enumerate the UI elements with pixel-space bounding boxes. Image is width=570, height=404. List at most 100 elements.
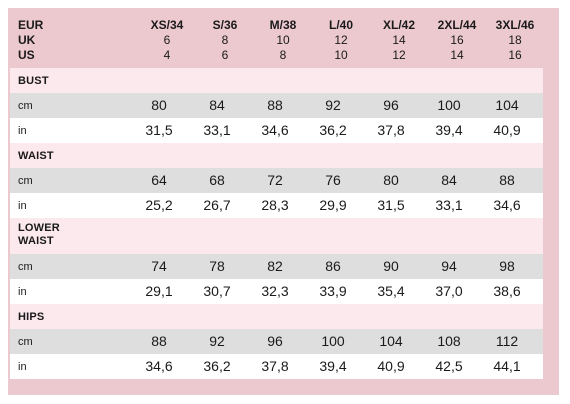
- size-uk: 8: [221, 33, 229, 47]
- cell-value: 82: [267, 258, 283, 274]
- size-column-header: 2XL/44 16 14: [428, 18, 486, 63]
- unit-label: cm: [18, 261, 33, 273]
- cell-value: 39,4: [435, 122, 463, 138]
- cell-value: 38,6: [493, 283, 521, 299]
- cell-value: 34,6: [493, 197, 521, 213]
- cell-value: 25,2: [145, 197, 173, 213]
- cell-value: 94: [441, 258, 457, 274]
- unit-label: in: [18, 361, 27, 373]
- cell-value: 26,7: [203, 197, 231, 213]
- cell-value: 36,2: [319, 122, 347, 138]
- cell-value: 35,4: [377, 283, 405, 299]
- cell-value: 31,5: [377, 197, 405, 213]
- cell-value: 100: [321, 333, 345, 349]
- cell-value: 40,9: [377, 358, 405, 374]
- cell-value: 34,6: [145, 358, 173, 374]
- table-row: in 25,2 26,7 28,3 29,9 31,5 33,1 34,6: [10, 193, 543, 218]
- cell-value: 32,3: [261, 283, 289, 299]
- cell-value: 80: [151, 97, 167, 113]
- cell-value: 30,7: [203, 283, 231, 299]
- cell-value: 29,9: [319, 197, 347, 213]
- section-header-lower-waist: LOWER WAIST: [10, 218, 543, 254]
- size-eur: L/40: [328, 18, 353, 32]
- cell-value: 90: [383, 258, 399, 274]
- unit-label: in: [18, 125, 27, 137]
- size-eur: XS/34: [150, 18, 184, 32]
- size-us: 14: [450, 48, 464, 62]
- table-row: in 34,6 36,2 37,8 39,4 40,9 42,5 44,1: [10, 354, 543, 379]
- cell-value: 88: [499, 172, 515, 188]
- cell-value: 92: [325, 97, 341, 113]
- cell-value: 96: [267, 333, 283, 349]
- cell-value: 31,5: [145, 122, 173, 138]
- size-uk: 16: [450, 33, 464, 47]
- size-column-header: XS/34 6 4: [138, 18, 196, 63]
- cell-value: 64: [151, 172, 167, 188]
- cell-value: 34,6: [261, 122, 289, 138]
- cell-value: 37,0: [435, 283, 463, 299]
- cell-value: 36,2: [203, 358, 231, 374]
- cell-value: 80: [383, 172, 399, 188]
- table-row: in 31,5 33,1 34,6 36,2 37,8 39,4 40,9: [10, 118, 543, 143]
- cell-value: 37,8: [377, 122, 405, 138]
- size-us: 10: [334, 48, 348, 62]
- size-eur: 2XL/44: [437, 18, 477, 32]
- cell-value: 100: [437, 97, 461, 113]
- cell-value: 76: [325, 172, 341, 188]
- cell-value: 28,3: [261, 197, 289, 213]
- label-uk: UK: [18, 33, 36, 47]
- unit-label: cm: [18, 336, 33, 348]
- section-label: LOWER WAIST: [18, 222, 60, 248]
- size-eur: XL/42: [382, 18, 415, 32]
- cell-value: 72: [267, 172, 283, 188]
- cell-value: 39,4: [319, 358, 347, 374]
- size-column-header: XL/42 14 12: [370, 18, 428, 63]
- size-eur: S/36: [212, 18, 238, 32]
- cell-value: 88: [267, 97, 283, 113]
- unit-label: cm: [18, 175, 33, 187]
- table-row: cm 80 84 88 92 96 100 104: [10, 93, 543, 118]
- section-header-waist: WAIST: [10, 143, 543, 168]
- label-us: US: [18, 48, 35, 62]
- size-us: 8: [279, 48, 287, 62]
- table-row: cm 74 78 82 86 90 94 98: [10, 254, 543, 279]
- size-column-header: M/38 10 8: [254, 18, 312, 63]
- cell-value: 37,8: [261, 358, 289, 374]
- section-label-line: WAIST: [18, 235, 54, 247]
- size-eur: 3XL/46: [495, 18, 535, 32]
- size-uk: 6: [163, 33, 171, 47]
- size-us: 12: [392, 48, 406, 62]
- cell-value: 104: [495, 97, 519, 113]
- section-header-hips: HIPS: [10, 304, 543, 329]
- cell-value: 33,1: [435, 197, 463, 213]
- cell-value: 96: [383, 97, 399, 113]
- table-row: cm 88 92 96 100 104 108 112: [10, 329, 543, 354]
- cell-value: 104: [379, 333, 403, 349]
- cell-value: 92: [209, 333, 225, 349]
- cell-value: 33,9: [319, 283, 347, 299]
- measurements-table: BUST cm 80 84 88 92 96 100 104 in 31,5 3…: [10, 68, 543, 379]
- section-label: BUST: [18, 75, 49, 87]
- size-uk: 14: [392, 33, 406, 47]
- section-label: HIPS: [18, 311, 45, 323]
- cell-value: 84: [441, 172, 457, 188]
- region-labels: EUR UK US: [18, 18, 78, 63]
- cell-value: 78: [209, 258, 225, 274]
- cell-value: 44,1: [493, 358, 521, 374]
- cell-value: 40,9: [493, 122, 521, 138]
- unit-label: cm: [18, 100, 33, 112]
- cell-value: 84: [209, 97, 225, 113]
- size-us: 16: [508, 48, 522, 62]
- label-eur: EUR: [18, 18, 44, 32]
- table-row: in 29,1 30,7 32,3 33,9 35,4 37,0 38,6: [10, 279, 543, 304]
- size-us: 6: [221, 48, 229, 62]
- cell-value: 112: [495, 333, 519, 349]
- cell-value: 74: [151, 258, 167, 274]
- cell-value: 88: [151, 333, 167, 349]
- size-column-header: L/40 12 10: [312, 18, 370, 63]
- cell-value: 29,1: [145, 283, 173, 299]
- size-header: EUR UK US XS/34 6 4 S/36 8 6 M/38 10 8 L…: [8, 8, 559, 68]
- unit-label: in: [18, 286, 27, 298]
- size-uk: 12: [334, 33, 348, 47]
- section-label: WAIST: [18, 150, 54, 162]
